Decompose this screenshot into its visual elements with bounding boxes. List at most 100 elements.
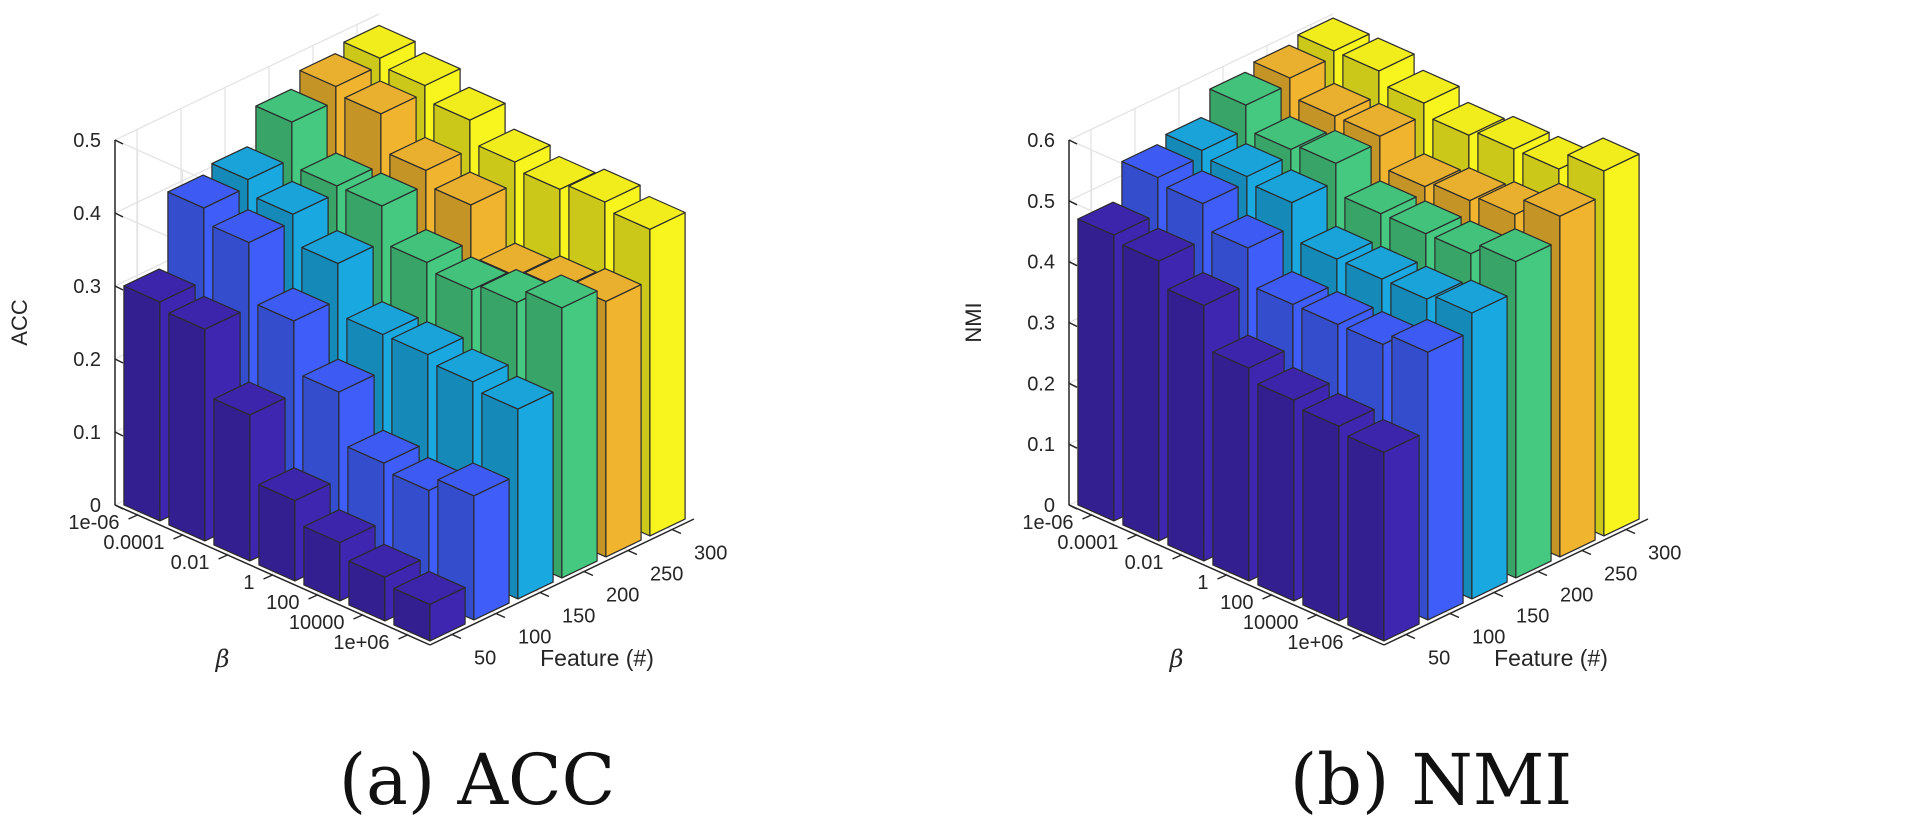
acc-caption: (a) ACC [338, 739, 616, 821]
bar-top-face [1253, 44, 1326, 79]
bar-top-face [1567, 137, 1640, 172]
bar-top-face [613, 195, 686, 230]
bar-top-face [1435, 279, 1508, 314]
bar-side-face [123, 285, 161, 522]
beta-tick-label: 0.01 [1125, 552, 1164, 574]
bar-front-face [517, 391, 554, 600]
bar-top-face [1387, 69, 1460, 104]
feature-tick-label: 300 [694, 543, 727, 565]
feature-tick-label: 300 [1648, 543, 1681, 565]
feature-tick-label: 200 [1560, 585, 1593, 607]
bar-side-face [1302, 409, 1340, 622]
bar-top-face [1344, 180, 1417, 215]
z-tick [114, 212, 124, 218]
bar-top-face [1342, 37, 1415, 72]
z-axis-title: ACC [7, 299, 32, 346]
bar-top-face [1297, 17, 1370, 52]
acc-panel: 0 0.1 0.2 0.3 0.4 0.5 1e-06 0.0001 0.01 1 100 10000… [7, 13, 727, 821]
z-tick [1068, 139, 1078, 145]
bar-front-face [1559, 198, 1596, 558]
beta-tick-label: 0.0001 [1057, 532, 1118, 554]
bar-top-face [433, 86, 506, 121]
bar-side-face [1212, 351, 1250, 582]
bar-top-face [1477, 115, 1550, 150]
feature-tick [627, 549, 638, 556]
beta-tick [218, 554, 228, 560]
bar-front-face [1515, 244, 1552, 579]
bar-top-face [257, 287, 330, 322]
beta-tick-label: 1e-06 [1022, 512, 1073, 534]
bar-top-face [123, 268, 196, 303]
bars [123, 24, 686, 642]
z-tick-label: 0.4 [1027, 252, 1055, 274]
bar-top-face [391, 321, 464, 356]
bar-side-face [258, 484, 296, 582]
beta-tick [353, 614, 363, 620]
bar-top-face [168, 295, 241, 330]
beta-tick [128, 514, 138, 520]
beta-tick [1082, 514, 1092, 520]
feature-axis-line [1383, 518, 1649, 646]
beta-tick [263, 574, 273, 580]
beta-tick [1262, 594, 1272, 600]
beta-tick [1217, 574, 1227, 580]
bar-top-face [388, 52, 461, 87]
z-tick-label: 0.4 [73, 203, 101, 225]
bar-top-face [345, 172, 418, 207]
bar-top-face [343, 24, 416, 59]
feature-tick [451, 633, 462, 640]
beta-tick [1307, 614, 1317, 620]
bars [1077, 17, 1640, 642]
z-tick [1068, 443, 1078, 449]
feature-tick-label: 50 [1428, 648, 1450, 670]
bar-top-face [1121, 144, 1194, 179]
feature-tick-label: 250 [650, 564, 683, 586]
nmi-panel: 0 0.1 0.2 0.3 0.4 0.5 0.6 1e-06 0.0001 0.01 1 100 10… [954, 0, 1908, 825]
bar-top-face [1298, 82, 1371, 117]
beta-tick-label: 100 [1220, 592, 1253, 614]
bar-top-face [1388, 153, 1461, 188]
bar-top-face [1210, 143, 1283, 178]
bar-top-face [1167, 272, 1240, 306]
bar-side-face [168, 312, 206, 542]
z-tick [114, 358, 124, 364]
beta-tick-label: 1e+06 [333, 632, 389, 654]
z-tick-label: 0 [1044, 495, 1055, 517]
bar-top-face [1523, 182, 1596, 217]
feature-tick-label: 100 [518, 627, 551, 649]
bar-top-face [1165, 116, 1238, 151]
bar-top-face [1166, 170, 1239, 205]
bar-side-face [213, 398, 251, 562]
bar-top-face [167, 174, 240, 209]
bar-top-face [299, 53, 372, 88]
bar-top-face [1077, 201, 1150, 236]
bar-top-face [1255, 169, 1328, 204]
bar-top-face [390, 229, 463, 263]
nmi-bar3d-chart: 00.10.20.30.40.50.61e-060.00010.01110010… [961, 13, 1681, 673]
feature-tick-label: 200 [606, 585, 639, 607]
bar-top-face [1479, 228, 1552, 263]
z-tick [1068, 260, 1078, 267]
bar-50-1e+06 [393, 570, 466, 642]
bar-top-face [437, 462, 510, 497]
beta-axis-title: β [215, 645, 230, 673]
bar-top-face [300, 152, 373, 187]
z-tick-label: 0.2 [73, 349, 101, 371]
bar-side-face [1257, 383, 1295, 602]
feature-axis-title: Feature (#) [540, 645, 654, 671]
z-tick-label: 0.1 [73, 422, 101, 444]
z-tick [114, 504, 124, 510]
bar-top-face [212, 209, 285, 244]
feature-tick-label: 50 [474, 648, 496, 670]
bar-top-face [1300, 225, 1373, 260]
z-tick [1068, 504, 1078, 510]
feature-tick [1537, 570, 1548, 577]
axes: 00.10.20.30.40.50.61e-060.00010.01110010… [961, 130, 1681, 673]
bar-front-face [473, 478, 510, 621]
z-tick [114, 285, 124, 291]
beta-tick [1172, 554, 1182, 560]
bar-top-face [1345, 245, 1418, 280]
bar-top-face [1433, 167, 1506, 202]
feature-tick [539, 591, 550, 598]
bar-side-face [1167, 288, 1205, 562]
